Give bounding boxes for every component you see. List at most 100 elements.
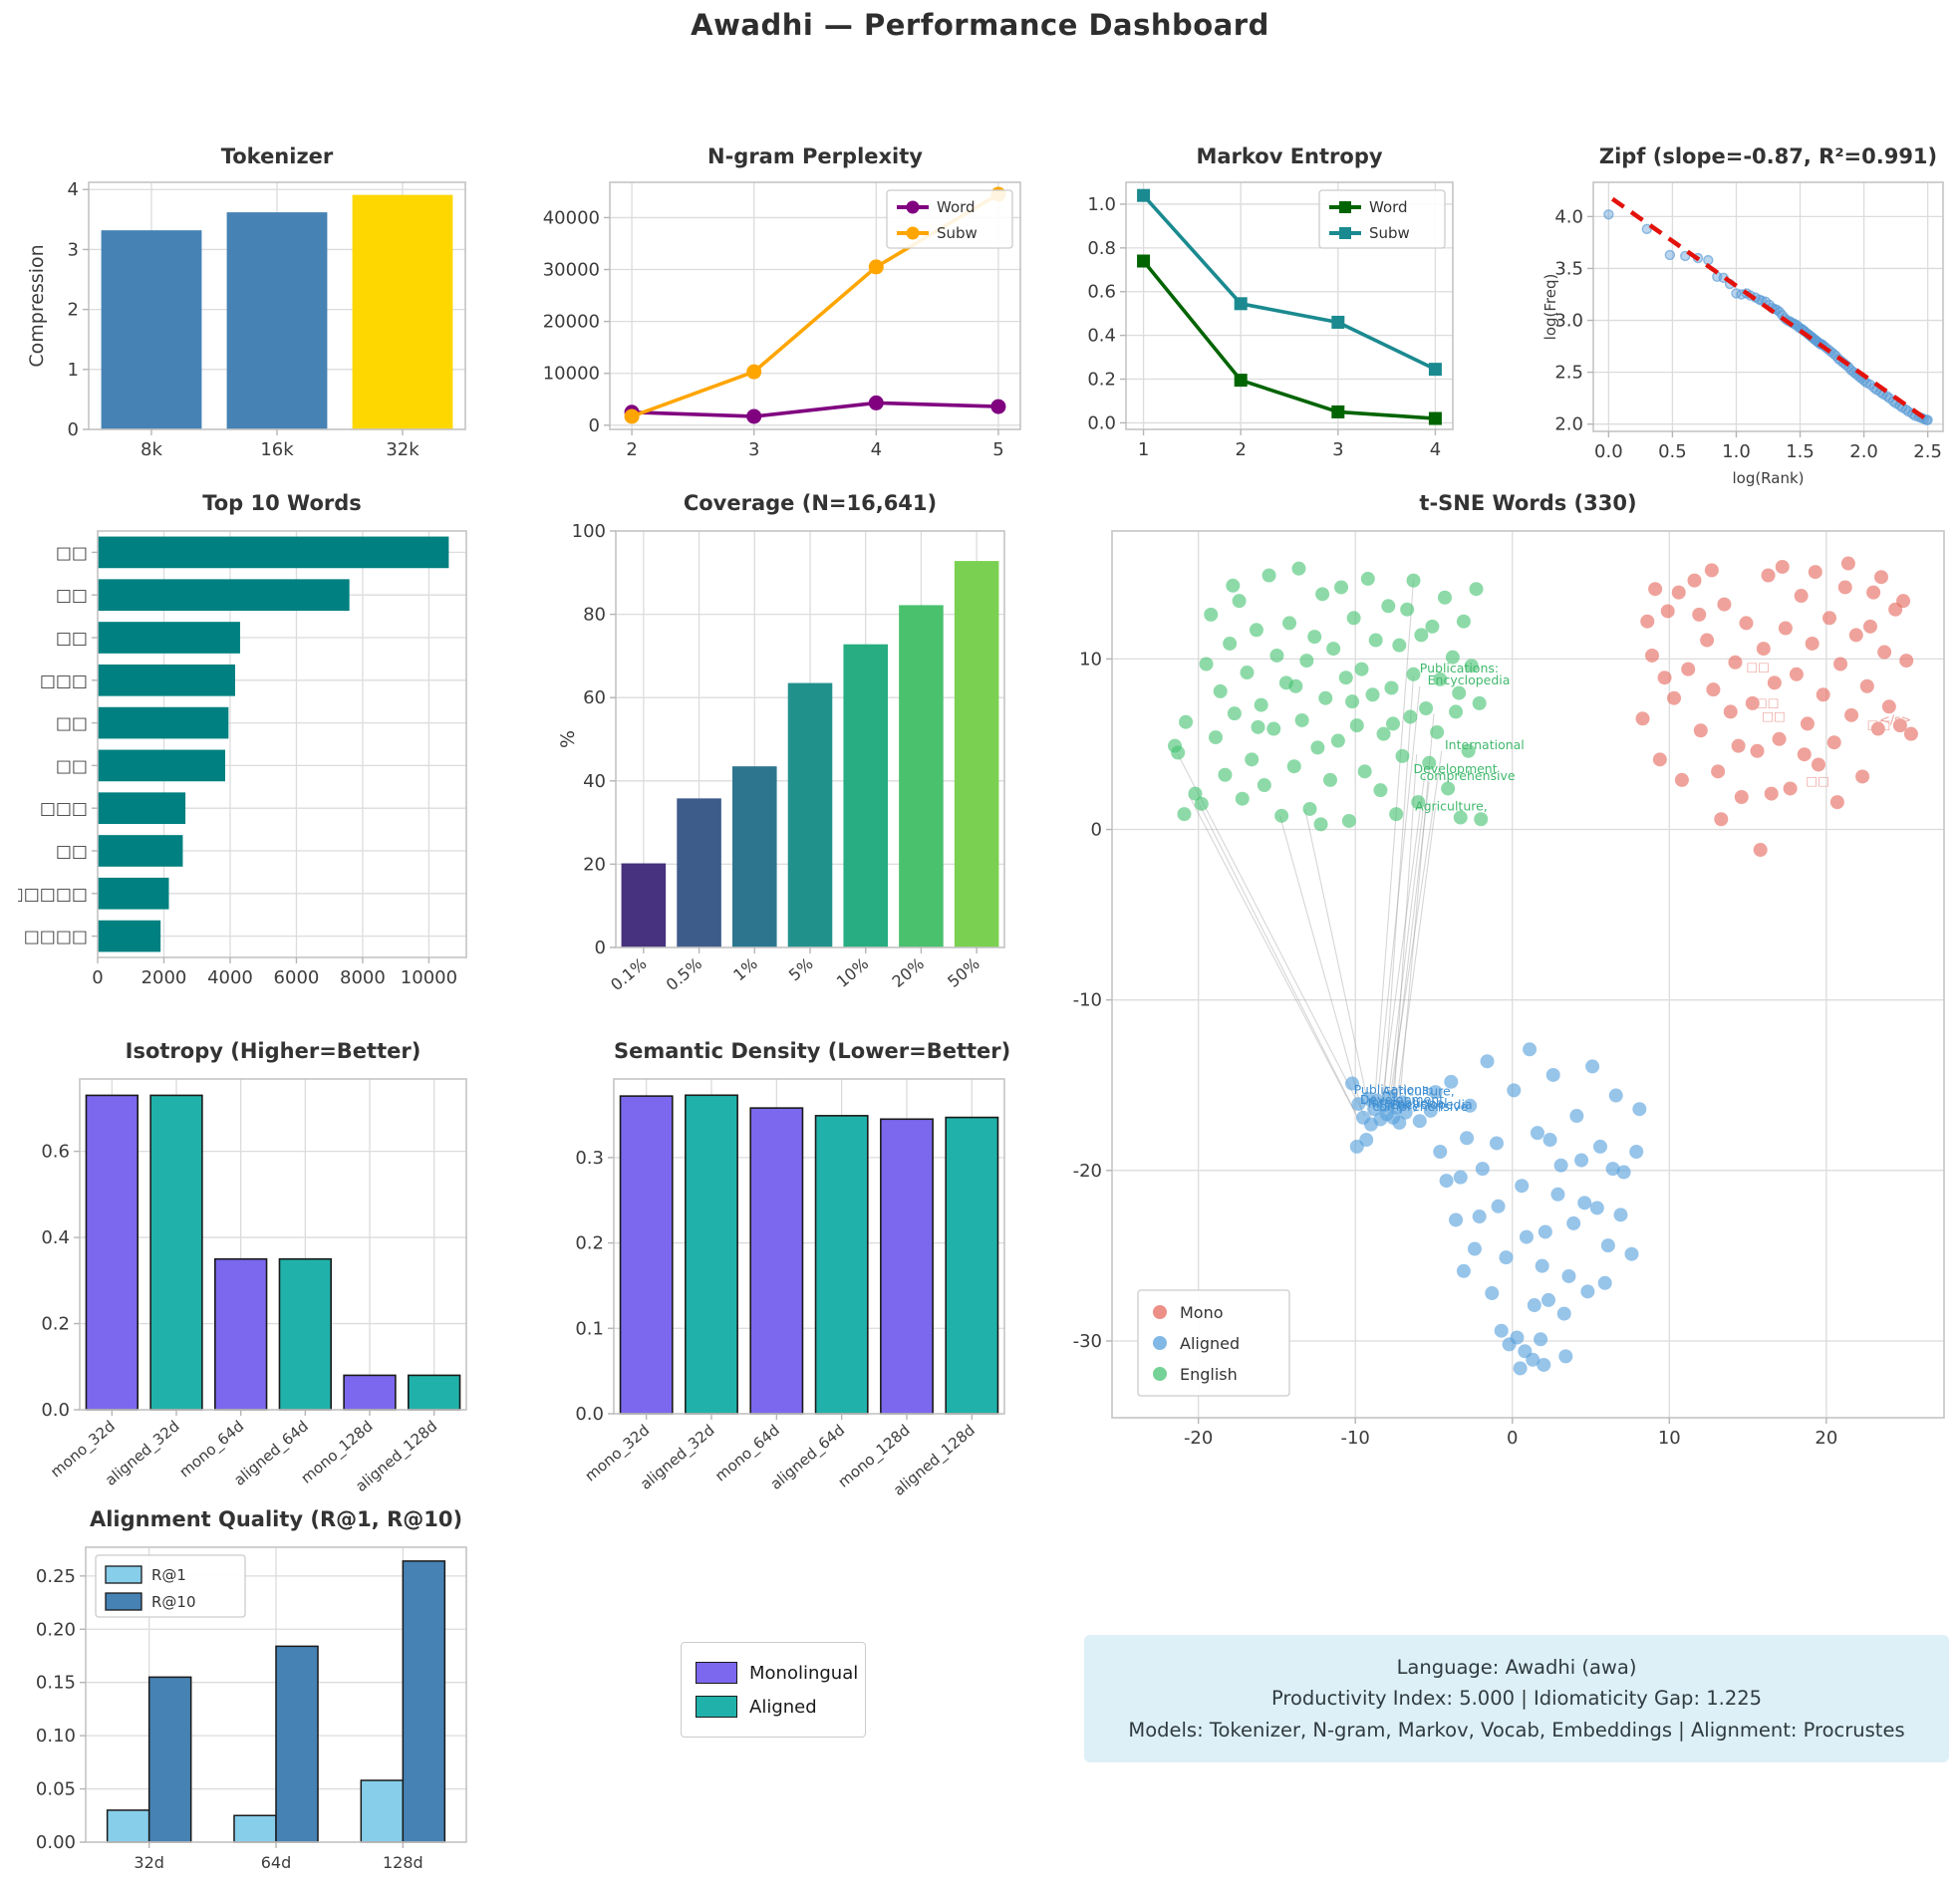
svg-text:0: 0: [589, 415, 600, 436]
svg-text:□□: □□: [56, 543, 88, 563]
svg-text:20%: 20%: [889, 954, 928, 991]
legend-row-aligned: Aligned: [696, 1696, 865, 1718]
svg-text:comprehensive: comprehensive: [1373, 1099, 1469, 1114]
zipf-chart-title: Zipf (slope=-0.87, R²=0.991): [1598, 144, 1938, 168]
svg-text:0.0: 0.0: [1087, 412, 1116, 433]
svg-text:2.0: 2.0: [1849, 441, 1878, 462]
aligned-swatch: [696, 1696, 737, 1718]
trend-line: [1610, 196, 1932, 424]
y-axis-ticks: -30 -20 -10 0 10: [1073, 649, 1112, 1352]
svg-text:□□: □□: [1806, 773, 1829, 788]
isotropy-chart: Isotropy (Higher=Better) 0.0 0.2 0.4 0.6 mon…: [22, 1039, 478, 1505]
svg-text:□□□□: □□□□: [24, 928, 88, 947]
svg-text:0.10: 0.10: [36, 1726, 76, 1746]
x-axis-ticks: 1 2 3 4: [1138, 429, 1441, 460]
svg-text:50%: 50%: [944, 954, 982, 991]
tokenizer-plot: 0 1 2 3 4 8k 16k 32k Compression: [26, 179, 466, 460]
x-axis-ticks: 2 3 4 5: [626, 429, 1004, 460]
tsne-chart: t-SNE Words (330) Publications: Encyclope…: [1054, 491, 1956, 1460]
svg-text:</s>: </s>: [1879, 711, 1911, 726]
connector-lines: [1177, 580, 1443, 1120]
svg-text:Encyclopedia: Encyclopedia: [1428, 672, 1511, 687]
svg-text:0.2: 0.2: [1087, 370, 1116, 391]
svg-text:0: 0: [595, 938, 606, 958]
tsne-chart-title: t-SNE Words (330): [1419, 491, 1637, 515]
markov-chart-title: Markov Entropy: [1196, 144, 1383, 168]
svg-text:Publications:: Publications:: [1354, 1082, 1433, 1097]
svg-text:□□: □□: [1867, 717, 1891, 732]
bars: [619, 1094, 999, 1415]
svg-text:1%: 1%: [729, 954, 761, 985]
top-words-chart: Top 10 Words 0 2000 4000 6000 8000 10000 □□ □□ □…: [18, 491, 478, 1011]
svg-text:comprehensive: comprehensive: [1420, 768, 1516, 783]
series-subw: [1137, 188, 1442, 377]
legend-row-monolingual: Monolingual: [696, 1662, 865, 1684]
scatter-points: [1603, 209, 1933, 425]
y-axis-ticks: 0.0 0.1 0.2 0.3: [575, 1148, 614, 1425]
svg-text:Word: Word: [937, 198, 976, 216]
svg-text:2: 2: [68, 300, 79, 321]
svg-text:0.00: 0.00: [36, 1832, 76, 1853]
bars: [98, 536, 449, 952]
svg-text:Agriculture,: Agriculture,: [1382, 1084, 1455, 1099]
tsne-plot: Publications:EncyclopediaInternationalDe…: [1073, 530, 1945, 1449]
y-axis-ticks: 0.00 0.05 0.10 0.15 0.20 0.25: [36, 1566, 86, 1853]
svg-text:2.5: 2.5: [1913, 441, 1942, 462]
svg-text:2: 2: [626, 439, 637, 460]
info-models: Models: Tokenizer, N-gram, Markov, Vocab…: [1128, 1718, 1905, 1742]
plot-border: [613, 1078, 1005, 1415]
svg-text:0.15: 0.15: [36, 1673, 76, 1694]
svg-text:4: 4: [871, 439, 882, 460]
svg-text:0.0: 0.0: [41, 1400, 70, 1421]
svg-text:1.0: 1.0: [1087, 194, 1116, 215]
svg-text:Subw: Subw: [937, 224, 978, 242]
svg-text:Subw: Subw: [1369, 224, 1410, 242]
svg-text:2.5: 2.5: [1554, 363, 1583, 384]
coverage-plot: 0 20 40 60 80 100 0.1% 0.5% 1% 5% 10% 20% 50%%: [557, 521, 1005, 994]
ngram-chart-title: N-gram Perplexity: [707, 144, 923, 168]
ngram-perplexity-chart: N-gram Perplexity 0 10000 20000 30000 40000 2…: [516, 144, 1032, 465]
cluster-english: [1168, 561, 1489, 832]
svg-text:3: 3: [748, 439, 759, 460]
svg-text:0.4: 0.4: [1087, 326, 1116, 347]
coverage-chart: Coverage (N=16,641) 0 20 40 60 80 100 0.1% 0.5%…: [556, 491, 1016, 1035]
y-axis-label: %: [557, 730, 579, 748]
x-axis-category-labels: 32d 64d 128d: [134, 1842, 423, 1872]
svg-text:-20: -20: [1073, 1161, 1102, 1182]
series-r10: [147, 1560, 446, 1843]
gridlines: [1593, 182, 1943, 431]
svg-text:1: 1: [68, 360, 79, 381]
svg-text:3: 3: [1332, 439, 1343, 460]
svg-text:32d: 32d: [134, 1853, 164, 1872]
svg-text:0: 0: [92, 967, 103, 988]
tsne-legend: Mono Aligned English: [1137, 1289, 1290, 1397]
y-axis-ticks: 0.0 0.2 0.4 0.6: [41, 1142, 80, 1421]
monolingual-label: Monolingual: [749, 1662, 859, 1684]
isotropy-chart-title: Isotropy (Higher=Better): [125, 1039, 421, 1063]
svg-text:10000: 10000: [543, 364, 600, 385]
svg-text:Agriculture,: Agriculture,: [1415, 799, 1488, 814]
svg-text:4.0: 4.0: [1554, 206, 1583, 227]
svg-text:0.25: 0.25: [36, 1566, 76, 1587]
y-axis-category-labels: □□□□□□□□□□□□□□□□□□□□□□□□□□□□: [18, 543, 98, 947]
info-metrics: Productivity Index: 5.000 | Idiomaticity…: [1270, 1687, 1763, 1711]
cluster-aligned: [1345, 1042, 1647, 1376]
x-axis-category-labels: 8k 16k 32k: [140, 429, 420, 460]
plot-border: [97, 530, 467, 958]
svg-text:□□: □□: [56, 586, 88, 606]
y-axis-ticks: 0 20 40 60 80 100: [572, 521, 616, 958]
svg-text:0.0: 0.0: [575, 1404, 604, 1425]
svg-text:□□: □□: [1746, 659, 1770, 673]
x-axis-category-labels: mono_32daligned_32dmono_64daligned_64dmo…: [581, 1414, 980, 1500]
svg-text:0.2: 0.2: [41, 1314, 70, 1335]
svg-text:2: 2: [1235, 439, 1246, 460]
info-language: Language: Awadhi (awa): [1396, 1655, 1637, 1679]
svg-text:□□□: □□□: [40, 799, 88, 819]
svg-text:□□: □□: [1762, 708, 1786, 723]
semantic-chart-title: Semantic Density (Lower=Better): [614, 1039, 1011, 1063]
svg-text:0.0: 0.0: [1594, 441, 1623, 462]
svg-text:10000: 10000: [401, 967, 457, 988]
svg-text:30000: 30000: [543, 260, 600, 281]
svg-text:Development: Development: [1360, 1092, 1444, 1107]
svg-text:1.0: 1.0: [1722, 441, 1751, 462]
